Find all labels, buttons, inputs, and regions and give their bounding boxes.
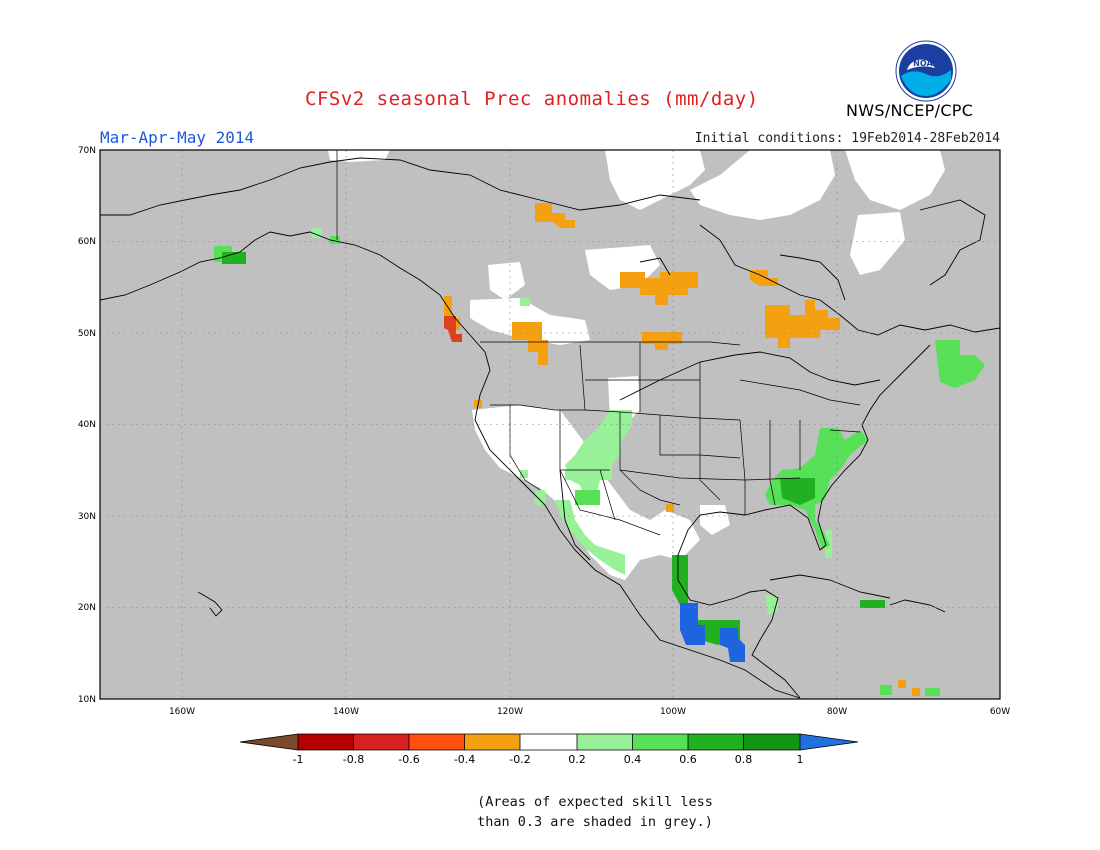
lon-label: 100W (660, 707, 686, 717)
season-label: Mar-Apr-May 2014 (100, 128, 255, 147)
longitude-labels: 160W 140W 120W 100W 80W 60W (169, 707, 1010, 717)
footnote: (Areas of expected skill less than 0.3 a… (0, 792, 1100, 832)
map-frame (99, 149, 1001, 700)
lat-label: 70N (78, 146, 96, 156)
lon-label: 140W (333, 707, 359, 717)
lon-label: 160W (169, 707, 195, 717)
colorbar-segment (520, 734, 577, 750)
wet-max-anomaly-areas (680, 603, 745, 662)
colorbar-segment (632, 734, 688, 750)
colorbar-label: -0.6 (398, 753, 419, 766)
political-boundaries (336, 150, 861, 536)
colorbar-segment (688, 734, 744, 750)
colorbar: -1 -0.8 -0.6 -0.4 -0.2 0.2 0.4 0.6 0.8 1 (239, 733, 859, 766)
colorbar-label: -0.8 (343, 753, 364, 766)
colorbar-segment (353, 734, 409, 750)
footnote-line: (Areas of expected skill less (477, 794, 713, 810)
dry-strong-anomaly-areas (444, 316, 462, 342)
colorbar-label: 1 (797, 753, 804, 766)
chart-title: CFSv2 seasonal Prec anomalies (mm/day) (305, 88, 759, 110)
colorbar-segment (298, 734, 354, 750)
initial-conditions: Initial conditions: 19Feb2014-28Feb2014 (694, 131, 1000, 146)
wet-light-anomaly-areas (312, 228, 832, 615)
colorbar-right-arrow (800, 734, 858, 750)
colorbar-label: -0.4 (454, 753, 475, 766)
footnote-line: than 0.3 are shaded in grey.) (477, 814, 713, 830)
lat-label: 20N (78, 603, 96, 613)
lat-label: 10N (78, 695, 96, 705)
lon-label: 60W (990, 707, 1010, 717)
colorbar-segment (577, 734, 633, 750)
colorbar-segment (409, 734, 465, 750)
colorbar-segment (464, 734, 520, 750)
lat-label: 30N (78, 512, 96, 522)
lon-label: 80W (827, 707, 847, 717)
colorbar-label: 0.8 (735, 753, 753, 766)
lat-label: 60N (78, 237, 96, 247)
colorbar-label: 0.4 (624, 753, 642, 766)
colorbar-left-arrow (240, 734, 298, 750)
lat-label: 50N (78, 329, 96, 339)
logo-text: NOAA (913, 59, 939, 68)
coastlines (99, 157, 1001, 699)
colorbar-segment (743, 734, 800, 750)
gridlines (100, 150, 1000, 699)
colorbar-label: 0.6 (679, 753, 697, 766)
lon-label: 120W (497, 707, 523, 717)
lat-label: 40N (78, 420, 96, 430)
noaa-logo: NOAA (895, 40, 957, 102)
agency-label: NWS/NCEP/CPC (846, 101, 974, 120)
latitude-labels: 70N 60N 50N 40N 30N 20N 10N (78, 146, 96, 705)
colorbar-label: 0.2 (568, 753, 586, 766)
colorbar-label: -1 (293, 753, 304, 766)
dry-small-areas (898, 680, 920, 696)
colorbar-label: -0.2 (509, 753, 530, 766)
